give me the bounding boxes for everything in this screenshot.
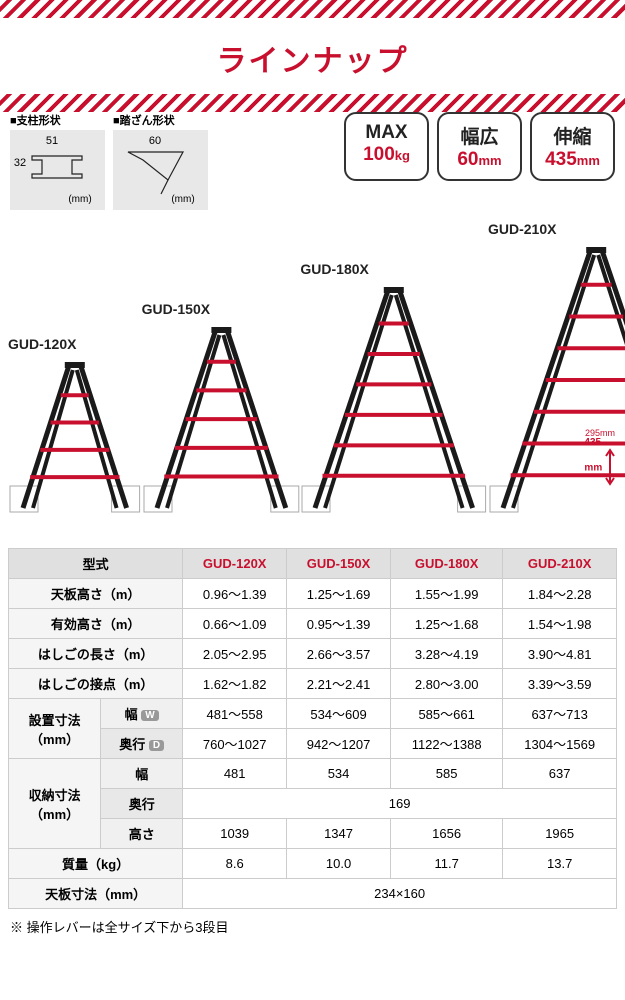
header-gud120x: GUD-120X [183,549,287,579]
step-shape-label: ■踏ざん形状 [113,112,208,128]
table-row: 設置寸法 （mm） 幅 W481～558534～609585～661637～71… [9,699,617,729]
spec-box-2: 伸縮 435mm [530,112,615,181]
pillar-shape-diagram: 51 32 (mm) [10,130,105,210]
ladder-lineup: GUD-120XGUD-150XGUD-180XGUD-210X295mm 43… [0,228,625,548]
table-row: 天板高さ（m）0.96～1.391.25～1.691.55～1.991.84～2… [9,579,617,609]
header-stripe [0,0,625,18]
top-row: ■支柱形状 51 32 (mm) ■踏ざん形状 60 (mm) MAX 100k… [0,112,625,228]
spec-box-0: MAX 100kg [344,112,429,181]
ladder-label: GUD-180X [300,261,368,277]
svg-text:51: 51 [46,135,58,147]
ladder-label: GUD-150X [142,301,210,317]
extension-annotation-435: 435 mm [584,437,615,488]
ladder-label: GUD-210X [488,221,556,237]
table-row: 有効高さ（m）0.66～1.090.95～1.391.25～1.681.54～1… [9,609,617,639]
spec-box-l2: 60mm [449,149,510,171]
svg-text:60: 60 [149,135,161,147]
spec-table: 型式 GUD-120X GUD-150X GUD-180X GUD-210X 天… [8,548,617,909]
svg-text:(mm): (mm) [171,194,194,205]
ladder-GUD-120X: GUD-120X [8,336,142,518]
page-title: ラインナップ [0,18,625,94]
ladder-GUD-180X: GUD-180X [300,261,488,518]
ladder-GUD-150X: GUD-150X [142,301,301,518]
spec-boxes: MAX 100kg幅広 60mm伸縮 435mm [344,112,615,181]
footnote: ※ 操作レバーは全サイズ下から3段目 [0,909,625,956]
header-gud180x: GUD-180X [390,549,502,579]
spec-box-1: 幅広 60mm [437,112,522,181]
header-model: 型式 [9,549,183,579]
svg-text:(mm): (mm) [68,194,91,205]
spec-box-l2: 100kg [356,144,417,166]
table-row: 質量（kg）8.610.011.713.7 [9,849,617,879]
table-row: はしごの接点（m）1.62～1.822.21～2.412.80～3.003.39… [9,669,617,699]
header-stripe-bottom [0,94,625,112]
table-row: 収納寸法 （mm） 幅481534585637 [9,759,617,789]
svg-text:32: 32 [14,157,26,169]
ladder-label: GUD-120X [8,336,76,352]
spec-box-l1: 伸縮 [542,122,603,149]
pillar-shape-label: ■支柱形状 [10,112,105,128]
table-header-row: 型式 GUD-120X GUD-150X GUD-180X GUD-210X [9,549,617,579]
header-gud210x: GUD-210X [503,549,617,579]
spec-box-l2: 435mm [542,149,603,171]
pillar-shape-box: ■支柱形状 51 32 (mm) [10,112,105,210]
table-row: 天板寸法（mm）234×160 [9,879,617,909]
step-shape-box: ■踏ざん形状 60 (mm) [113,112,208,210]
table-row: はしごの長さ（m）2.05～2.952.66～3.573.28～4.193.90… [9,639,617,669]
spec-box-l1: MAX [356,122,417,144]
step-shape-diagram: 60 (mm) [113,130,208,210]
header-gud150x: GUD-150X [287,549,391,579]
spec-box-l1: 幅広 [449,122,510,149]
